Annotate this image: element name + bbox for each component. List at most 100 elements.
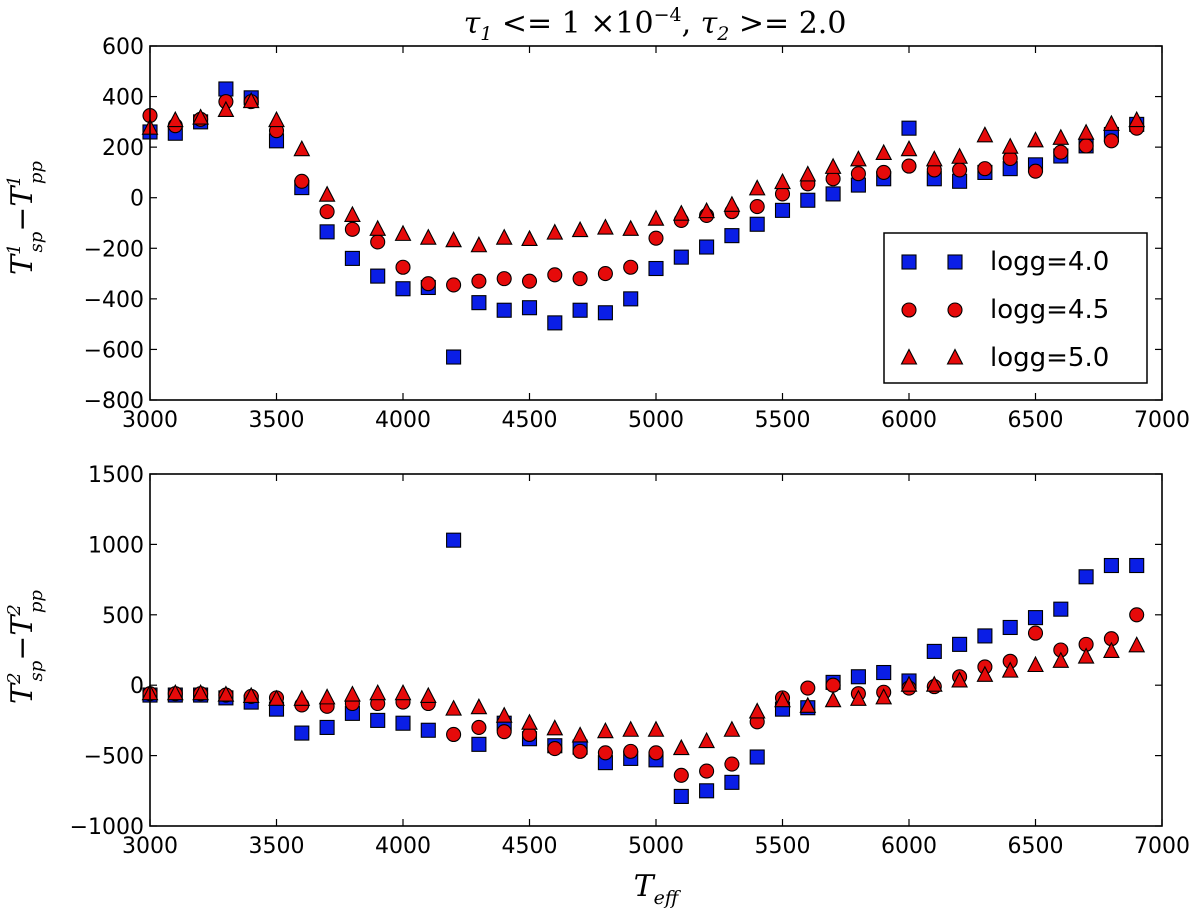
x-tick-label: 4500 [502,834,558,859]
data-point-logg-40 [521,300,538,316]
data-point-logg-50 [976,665,994,682]
data-point-logg-40 [1053,601,1069,617]
data-point-logg-50 [1102,641,1120,658]
svg-text:T1sp−T1pp: T1sp−T1pp [4,161,47,275]
data-point-logg-40 [395,281,411,297]
data-point-logg-50 [1128,110,1146,128]
data-point-logg-40 [876,664,892,681]
data-point-logg-50 [748,179,766,196]
data-point-logg-40 [699,239,715,255]
data-point-logg-50 [774,172,791,190]
svg-text:T2sp−T2pp: T2sp−T2pp [4,590,47,704]
data-point-logg-50 [242,91,260,109]
data-point-logg-40 [471,295,487,311]
data-point-logg-45 [825,677,841,693]
legend-markers [900,254,964,365]
x-tick-label: 6500 [1008,834,1064,859]
y-tick-label: 0 [130,674,144,699]
data-point-logg-40 [749,216,765,232]
data-point-logg-40 [1002,619,1018,636]
data-point-logg-40 [395,715,411,731]
top-marks [141,81,1146,365]
data-point-logg-45 [1027,625,1044,641]
data-point-logg-45 [1053,144,1069,160]
data-point-logg-50 [495,228,513,245]
data-point-logg-50 [824,157,842,174]
y-tick-label: −500 [84,745,144,770]
data-point-logg-50 [470,236,488,253]
data-point-logg-50 [900,139,918,157]
data-point-logg-40 [319,224,335,240]
data-point-logg-50 [192,108,210,125]
data-point-logg-45 [724,756,740,772]
y-tick-label: 600 [102,35,144,60]
data-point-logg-50 [1001,661,1019,678]
legend-label-logg45: logg=4.5 [990,295,1109,325]
data-point-logg-40 [926,643,942,659]
data-point-logg-50 [217,685,235,702]
data-point-logg-45 [876,164,892,180]
data-point-logg-40 [471,736,487,752]
data-point-logg-45 [623,259,639,275]
data-point-logg-40 [673,788,689,804]
data-point-logg-40 [977,628,993,644]
data-point-logg-50 [875,143,893,161]
bottom-y-axis-label: T2sp−T2pp [4,590,47,704]
data-point-logg-50 [369,683,387,701]
data-point-logg-40 [370,268,386,284]
data-point-logg-45 [597,266,613,282]
data-point-logg-45 [547,741,563,757]
x-tick-label: 6000 [881,408,937,433]
data-point-logg-50 [419,686,437,704]
data-point-logg-50 [596,721,614,739]
data-point-logg-40 [825,186,841,202]
data-point-logg-50 [698,731,716,749]
legend-box [883,232,1148,384]
data-point-logg-50 [571,726,589,743]
data-point-logg-40 [370,712,386,728]
data-point-logg-50 [849,150,867,167]
data-point-logg-40 [648,260,664,277]
data-point-logg-50 [495,706,513,723]
data-point-logg-40 [699,783,715,799]
data-point-logg-50 [672,204,690,221]
data-point-logg-50 [1128,636,1146,653]
x-tick-label: 7000 [1134,408,1190,433]
top-plot-frame [149,45,1163,401]
legend-label-logg40: logg=4.0 [990,247,1109,277]
data-point-logg-45 [623,743,639,759]
data-point-logg-50 [546,719,564,736]
data-point-logg-50 [318,185,336,202]
top-panel: T1sp−T1pp 3000 3500 4000 4500 5000 5500 6000 65… [4,35,1190,433]
y-tick-label: −1000 [70,815,144,840]
x-tick-label: 6000 [881,834,937,859]
data-point-logg-45 [572,743,588,759]
data-point-logg-40 [496,302,512,318]
data-point-logg-45 [952,162,968,178]
x-tick-label: 3000 [122,408,178,433]
data-point-logg-50 [1052,128,1070,145]
data-point-logg-40 [1103,557,1119,574]
y-tick-label: 500 [102,604,144,629]
data-point-logg-50 [192,683,210,701]
data-point-logg-50 [343,205,361,222]
y-tick-label: −400 [84,288,144,313]
data-point-logg-50 [293,689,311,706]
data-point-logg-40 [901,120,917,136]
data-point-logg-50 [596,218,614,235]
data-point-logg-40 [319,719,335,735]
data-point-logg-50 [521,229,538,246]
data-point-logg-50 [1052,651,1070,668]
data-point-logg-50 [419,228,437,245]
data-point-logg-50 [521,713,538,730]
data-point-logg-45 [471,273,487,289]
data-point-logg-40 [749,749,765,765]
data-point-logg-50 [343,685,361,702]
x-axis-label: Teff [634,869,682,909]
data-point-logg-50 [799,165,817,182]
data-point-logg-50 [672,738,690,756]
data-point-logg-40 [294,725,310,741]
x-tick-label: 5000 [628,834,684,859]
y-tick-label: 1000 [88,533,144,558]
data-point-logg-50 [1027,131,1044,148]
